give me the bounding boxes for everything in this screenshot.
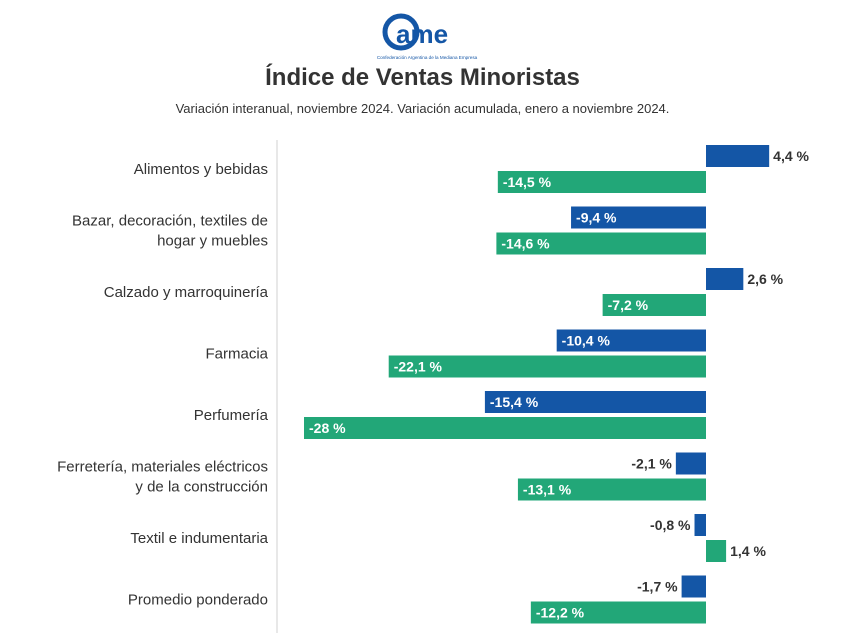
came-logo-graphic: ame Confederación Argentina de la Median… (377, 13, 478, 60)
data-label: 1,4 % (730, 543, 766, 559)
category-label: Bazar, decoración, textiles de (72, 213, 268, 230)
category-label: Alimentos y bebidas (134, 161, 268, 178)
bar (556, 329, 706, 352)
bar (706, 268, 744, 290)
data-label: -7,2 % (608, 297, 649, 313)
category-label: Calzado y marroquinería (104, 284, 269, 301)
bar (496, 232, 706, 255)
data-label: -28 % (309, 420, 346, 436)
data-label: -2,1 % (631, 456, 672, 472)
logo-caption: Confederación Argentina de la Mediana Em… (377, 55, 478, 60)
category-label: Perfumería (194, 407, 269, 424)
category-label: Ferretería, materiales eléctricos (57, 459, 268, 476)
category-label: hogar y muebles (157, 233, 268, 250)
bar (497, 171, 706, 193)
bar (571, 206, 706, 229)
bar (681, 575, 706, 598)
data-label: -14,6 % (501, 236, 550, 252)
bar (675, 452, 706, 475)
data-label: -12,2 % (536, 605, 585, 621)
data-label: 4,4 % (773, 148, 809, 164)
category-label: Farmacia (205, 346, 268, 363)
bar (602, 294, 706, 316)
chart-title: Índice de Ventas Minoristas (265, 64, 580, 91)
bar (388, 355, 706, 378)
bar (706, 540, 727, 562)
data-label: -14,5 % (503, 174, 552, 190)
bar (484, 391, 706, 413)
logo-wordmark: ame (396, 19, 448, 49)
data-label: 2,6 % (747, 271, 783, 287)
data-label: -9,4 % (576, 210, 617, 226)
category-label: y de la construcción (135, 479, 268, 496)
data-label: -10,4 % (562, 333, 611, 349)
bar (530, 601, 706, 624)
data-label: -15,4 % (490, 394, 539, 410)
came-logo: ame Confederación Argentina de la Median… (372, 10, 482, 66)
category-label: Promedio ponderado (128, 592, 268, 609)
chart-subtitle: Variación interanual, noviembre 2024. Va… (175, 101, 670, 116)
bar (517, 478, 706, 501)
category-label: Textil e indumentaria (130, 530, 268, 547)
bar (706, 145, 770, 167)
data-label: -0,8 % (650, 517, 691, 533)
data-label: -1,7 % (637, 579, 678, 595)
data-label: -13,1 % (523, 482, 572, 498)
bar (304, 417, 706, 439)
data-label: -22,1 % (394, 359, 443, 375)
bar (694, 514, 706, 536)
